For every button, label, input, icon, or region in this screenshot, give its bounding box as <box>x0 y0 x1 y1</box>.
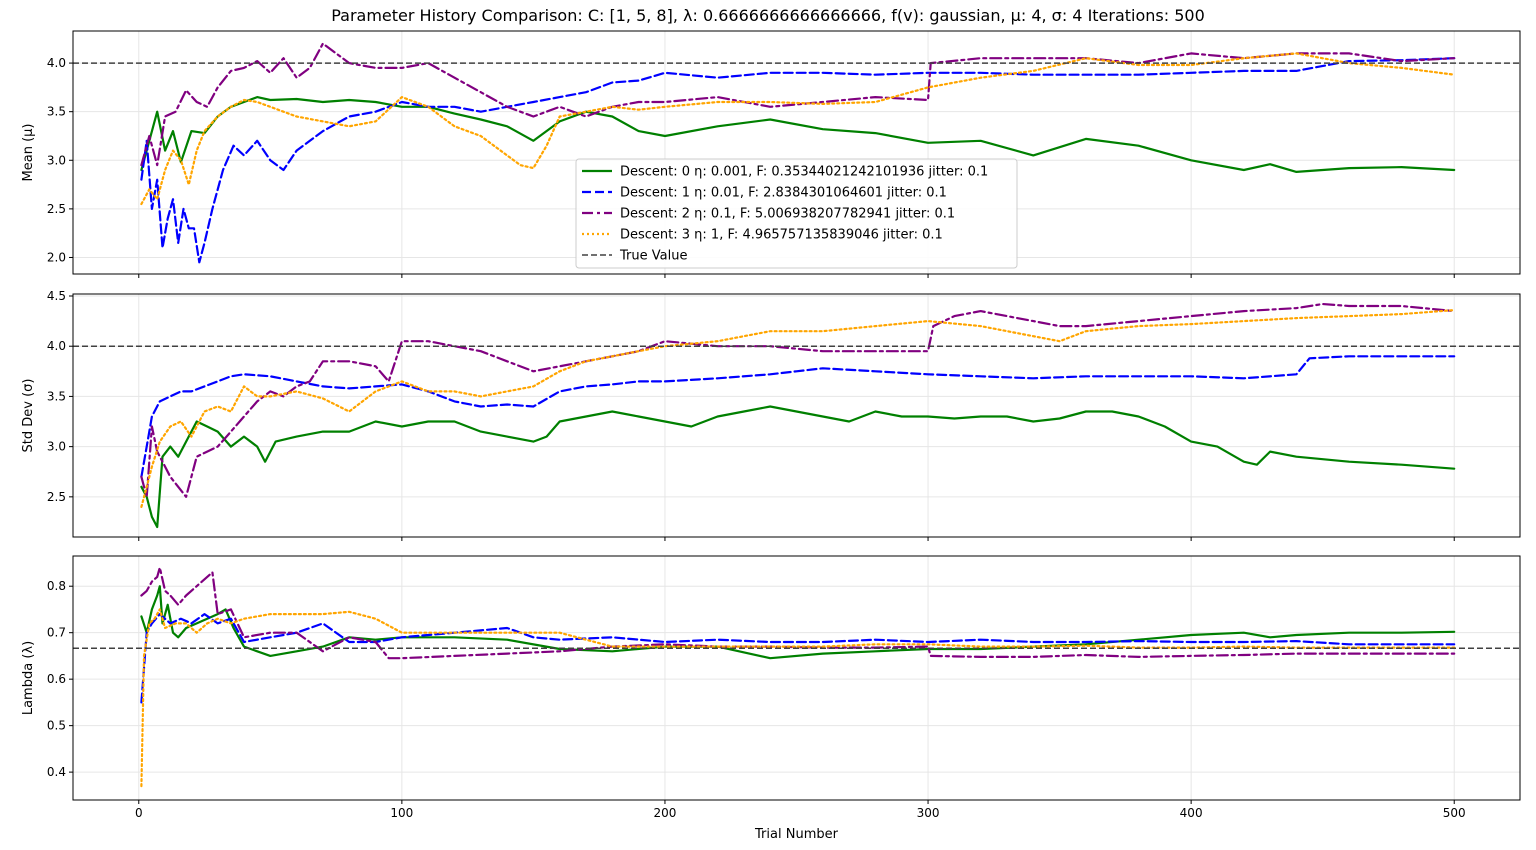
y-tick-label: 0.6 <box>47 672 66 686</box>
x-tick-label: 300 <box>917 806 940 820</box>
legend-label: Descent: 0 η: 0.001, F: 0.35344021242101… <box>620 165 988 180</box>
y-tick-label: 0.8 <box>47 579 66 593</box>
chart-title: Parameter History Comparison: C: [1, 5, … <box>331 6 1205 25</box>
x-tick-label: 0 <box>135 806 143 820</box>
x-tick-label: 200 <box>654 806 677 820</box>
x-tick-label: 500 <box>1443 806 1466 820</box>
legend-label: Descent: 3 η: 1, F: 4.965757135839046 ji… <box>620 228 943 243</box>
series-line-1 <box>140 355 1456 478</box>
y-axis-label: Lambda (λ) <box>21 641 36 715</box>
series-line-3 <box>140 608 1456 788</box>
x-axis-label: Trial Number <box>755 827 838 842</box>
legend-label: Descent: 2 η: 0.1, F: 5.006938207782941 … <box>620 207 955 222</box>
y-tick-label: 3.5 <box>47 389 66 403</box>
y-tick-label: 2.5 <box>47 202 66 216</box>
y-tick-label: 4.5 <box>47 289 66 303</box>
y-tick-label: 0.5 <box>47 719 66 733</box>
legend-box <box>575 158 1018 269</box>
plot-frame <box>72 555 1521 801</box>
series-group <box>73 302 1520 529</box>
y-axis-label: Mean (μ) <box>21 124 36 182</box>
series-line-3 <box>140 309 1456 508</box>
y-tick-label: 3.5 <box>47 105 66 119</box>
series-line-2 <box>140 566 1456 660</box>
series-line-2 <box>140 42 1456 167</box>
y-tick-label: 2.0 <box>47 250 66 264</box>
panel-lambda: 0 100 200 300 400 500 0.4 0.5 0.6 0.7 0.8 Lambda (λ… <box>21 555 1521 820</box>
y-tick-label: 0.4 <box>47 765 66 779</box>
legend: Descent: 0 η: 0.001, F: 0.35344021242101… <box>575 158 1018 269</box>
series-line-1 <box>140 612 1456 704</box>
legend-label: Descent: 1 η: 0.01, F: 2.8384301064601 j… <box>620 186 947 201</box>
series-line-0 <box>140 405 1456 529</box>
plot-frame <box>72 293 1521 538</box>
y-axis-label: Std Dev (σ) <box>21 379 36 453</box>
y-tick-label: 4.0 <box>47 56 66 70</box>
y-tick-label: 3.0 <box>47 440 66 454</box>
y-tick-label: 2.5 <box>47 490 66 504</box>
y-tick-label: 0.7 <box>47 626 66 640</box>
series-group <box>73 566 1520 788</box>
series-line-1 <box>140 57 1456 264</box>
series-line-0 <box>140 95 1456 173</box>
series-group <box>73 42 1520 264</box>
plot-frame <box>72 30 1521 275</box>
x-tick-label: 100 <box>390 806 413 820</box>
series-line-3 <box>140 52 1456 206</box>
panel-std: 2.5 3.0 3.5 4.0 4.5 Std Dev (σ) <box>21 289 1521 541</box>
legend-label: True Value <box>619 249 687 264</box>
x-tick-label: 400 <box>1180 806 1203 820</box>
series-line-2 <box>140 302 1456 498</box>
panel-mean: 2.0 2.5 3.0 3.5 4.0 Mean (μ) Descent: 0 η: 0.0… <box>21 30 1521 278</box>
y-tick-label: 3.0 <box>47 153 66 167</box>
y-tick-label: 4.0 <box>47 339 66 353</box>
